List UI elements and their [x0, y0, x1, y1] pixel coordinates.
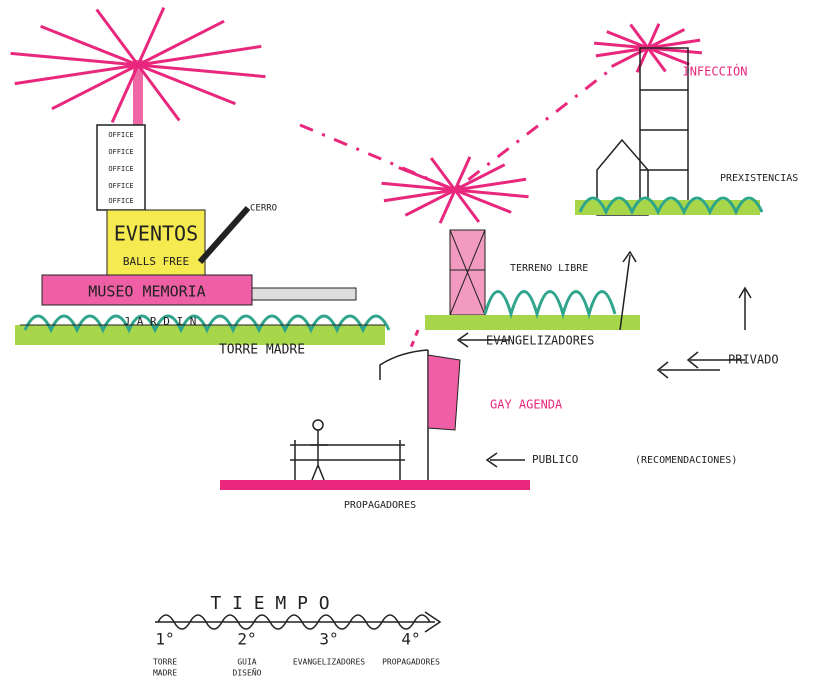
stroke [310, 430, 328, 480]
torre-madre-label: TORRE MADRE [219, 343, 305, 358]
office-label: OFFICE [108, 148, 133, 156]
stroke [15, 325, 385, 345]
office-label: OFFICE [108, 131, 133, 139]
gay-agenda-label: GAY AGENDA [490, 398, 563, 412]
stroke [313, 420, 323, 430]
step-label: GUIA [237, 658, 256, 667]
step-number: 4° [401, 630, 420, 649]
eventos-label: EVENTOS [114, 222, 198, 246]
prexistencias-label: PREXISTENCIAS [720, 173, 798, 184]
stroke [640, 90, 688, 170]
step-number: 1° [155, 630, 174, 649]
stroke [133, 60, 143, 125]
step-label: DISEÑO [233, 668, 262, 678]
wave [485, 292, 615, 315]
propagadores-label: PROPAGADORES [344, 500, 416, 511]
terreno-label: TERRENO LIBRE [510, 263, 588, 274]
stroke [410, 330, 418, 350]
ray [138, 8, 164, 65]
museo-label: MUSEO MEMORIA [88, 283, 205, 301]
stroke [428, 355, 460, 430]
stroke [487, 453, 525, 467]
infeccion-label: INFECCIÓN [682, 64, 747, 79]
office-label: OFFICE [108, 165, 133, 173]
cerro-label: CERRO [250, 204, 277, 214]
ray [138, 65, 265, 77]
stroke [380, 350, 428, 380]
stroke [252, 288, 356, 300]
privado-label: PRIVADO [728, 353, 779, 367]
stroke [640, 48, 688, 210]
step-label: EVANGELIZADORES [293, 658, 365, 667]
publico-label: PUBLICO [532, 453, 578, 466]
stroke [739, 288, 751, 330]
step-number: 2° [237, 630, 256, 649]
stroke [220, 480, 530, 490]
sketch: OFFICE OFFICE OFFICE OFFICE OFFICE EVENT… [0, 0, 825, 698]
timeline-title: T I E M P O [210, 593, 329, 614]
stroke [658, 362, 720, 378]
office-label: OFFICE [108, 197, 133, 205]
balls-free-label: BALLS FREE [123, 255, 189, 268]
stroke [425, 315, 640, 330]
step-label: TORRE [153, 658, 177, 667]
step-label: PROPAGADORES [382, 658, 440, 667]
step-label: MADRE [153, 669, 177, 678]
ray [11, 53, 138, 65]
wave [25, 316, 389, 330]
office-label: OFFICE [108, 182, 133, 190]
stroke [200, 208, 248, 262]
stroke [290, 440, 405, 480]
step-number: 3° [319, 630, 338, 649]
stroke [300, 70, 610, 190]
jardin-label: J A R D I N [124, 315, 197, 328]
recomendaciones-label: (RECOMENDACIONES) [635, 455, 737, 466]
evangelizadores-label: EVANGELIZADORES [486, 334, 594, 348]
